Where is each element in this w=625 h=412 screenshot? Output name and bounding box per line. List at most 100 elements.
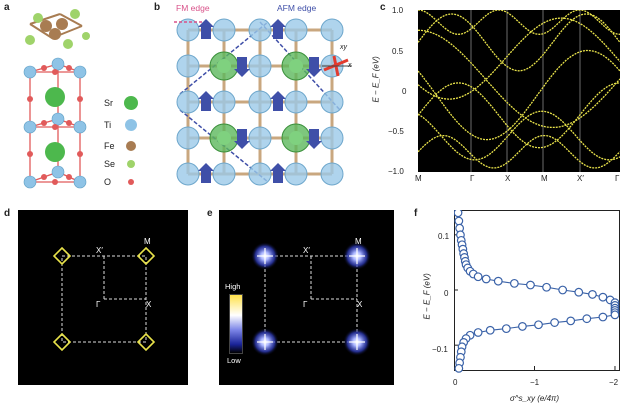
shc-point bbox=[501, 324, 511, 334]
panel-c-label: c bbox=[380, 2, 386, 13]
fe-swatch bbox=[126, 141, 136, 151]
lattice-atom bbox=[176, 54, 200, 78]
lattice-atom-core bbox=[289, 131, 303, 145]
shc-point bbox=[473, 272, 483, 282]
shc-point bbox=[473, 328, 483, 337]
band-xtick-0: M bbox=[415, 174, 422, 183]
lattice-atom bbox=[212, 162, 236, 186]
lattice-atom bbox=[212, 18, 236, 42]
lattice-atom-core bbox=[217, 131, 231, 145]
axis-x-label: x bbox=[348, 62, 352, 69]
fermi-surface-lines bbox=[52, 246, 156, 352]
spectral-lines bbox=[251, 242, 371, 356]
lattice-atom bbox=[176, 18, 200, 42]
band-xtick-5: Γ bbox=[615, 174, 620, 183]
shc-xtick-2: −2 bbox=[609, 378, 619, 387]
shc-point bbox=[526, 280, 535, 290]
spin-arrow bbox=[270, 91, 286, 111]
legend-fe: Fe bbox=[100, 140, 150, 158]
shc-point bbox=[534, 320, 543, 330]
lattice-atom bbox=[176, 126, 200, 150]
shc-point bbox=[610, 310, 620, 320]
shc-point bbox=[558, 285, 568, 295]
band-curves bbox=[418, 10, 620, 169]
band-curve bbox=[418, 49, 620, 141]
panel-a: a bbox=[0, 0, 150, 200]
lattice-atom bbox=[176, 90, 200, 114]
lattice-atom bbox=[320, 90, 344, 114]
lattice-atom-core bbox=[289, 59, 303, 73]
shc-ytick-2: −0.1 bbox=[432, 345, 448, 354]
axis-xy-label: xy bbox=[340, 44, 347, 51]
legend-se: Se bbox=[100, 158, 150, 176]
axis-indicator-icon bbox=[322, 55, 352, 77]
o-swatch bbox=[128, 179, 134, 185]
fermi-surface-map: M X′ Γ X bbox=[18, 210, 188, 385]
shc-point bbox=[550, 318, 560, 327]
se-swatch bbox=[127, 160, 135, 168]
lattice-atom bbox=[176, 162, 200, 186]
shc-point bbox=[588, 290, 597, 299]
band-curve bbox=[418, 82, 620, 149]
lattice-atom bbox=[320, 18, 344, 42]
band-curve bbox=[418, 29, 620, 129]
spin-arrow bbox=[198, 91, 214, 111]
shc-point bbox=[598, 292, 608, 302]
shc-ylabel: E − E_F (eV) bbox=[422, 273, 432, 320]
band-lines bbox=[418, 10, 620, 172]
panel-b: b FM edge AFM edge xy x bbox=[152, 0, 357, 200]
shc-point bbox=[574, 287, 584, 297]
panel-a-label: a bbox=[4, 2, 10, 13]
colorbar-low-label: Low bbox=[227, 356, 241, 365]
shc-xlabel: σ^s_xy (e/4π) bbox=[510, 394, 560, 403]
shc-point bbox=[493, 276, 503, 286]
shc-xtick-0: 0 bbox=[453, 378, 458, 387]
spin-arrow bbox=[198, 163, 214, 183]
legend-o: O bbox=[100, 176, 150, 194]
legend-ti: Ti bbox=[100, 118, 150, 140]
lattice-atom bbox=[284, 18, 308, 42]
fs-d-X: X bbox=[146, 300, 152, 309]
band-ytick-1: 0.5 bbox=[392, 47, 404, 56]
shc-point bbox=[582, 314, 592, 324]
spin-arrow bbox=[234, 57, 250, 77]
spin-arrow bbox=[270, 163, 286, 183]
lattice-atom bbox=[212, 90, 236, 114]
shc-ytick-0: 0.1 bbox=[438, 232, 450, 241]
panel-f-label: f bbox=[414, 208, 418, 219]
lattice-atom bbox=[248, 90, 272, 114]
panel-b-label: b bbox=[154, 2, 161, 13]
shc-point bbox=[454, 210, 463, 218]
panel-d: d M X′ Γ X bbox=[0, 200, 205, 412]
lattice-atom bbox=[320, 162, 344, 186]
band-ytick-2: 0 bbox=[402, 87, 407, 96]
shc-point bbox=[598, 312, 608, 322]
shc-frame bbox=[454, 210, 620, 371]
atom-legend: Sr Ti Fe Se O bbox=[100, 96, 150, 194]
sr-swatch bbox=[124, 96, 138, 110]
colorbar bbox=[229, 294, 243, 354]
band-xtick-2: X bbox=[505, 174, 511, 183]
band-curve bbox=[418, 10, 620, 35]
fs-e-X: X bbox=[357, 300, 363, 309]
fs-d-Xp: X′ bbox=[96, 246, 103, 255]
shc-point bbox=[485, 325, 495, 335]
band-curve bbox=[418, 17, 620, 100]
band-symmetry-lines bbox=[470, 10, 581, 172]
panel-e: e M bbox=[205, 200, 410, 412]
fs-e-G: Γ bbox=[303, 300, 308, 309]
afm-edge-label: AFM edge bbox=[277, 3, 317, 13]
panel-d-label: d bbox=[4, 208, 11, 219]
shc-point bbox=[542, 282, 551, 292]
spin-arrow bbox=[234, 129, 250, 149]
lattice-atom-core bbox=[217, 59, 231, 73]
lattice-atom bbox=[284, 162, 308, 186]
fs-e-M: M bbox=[355, 237, 362, 246]
spin-arrow bbox=[198, 19, 214, 39]
band-curve bbox=[418, 134, 620, 169]
spin-arrow bbox=[306, 129, 322, 149]
panel-e-label: e bbox=[207, 208, 213, 219]
shc-point bbox=[454, 363, 464, 373]
fs-d-M: M bbox=[144, 237, 151, 246]
spectral-map: M X′ Γ X High Low bbox=[219, 210, 394, 385]
